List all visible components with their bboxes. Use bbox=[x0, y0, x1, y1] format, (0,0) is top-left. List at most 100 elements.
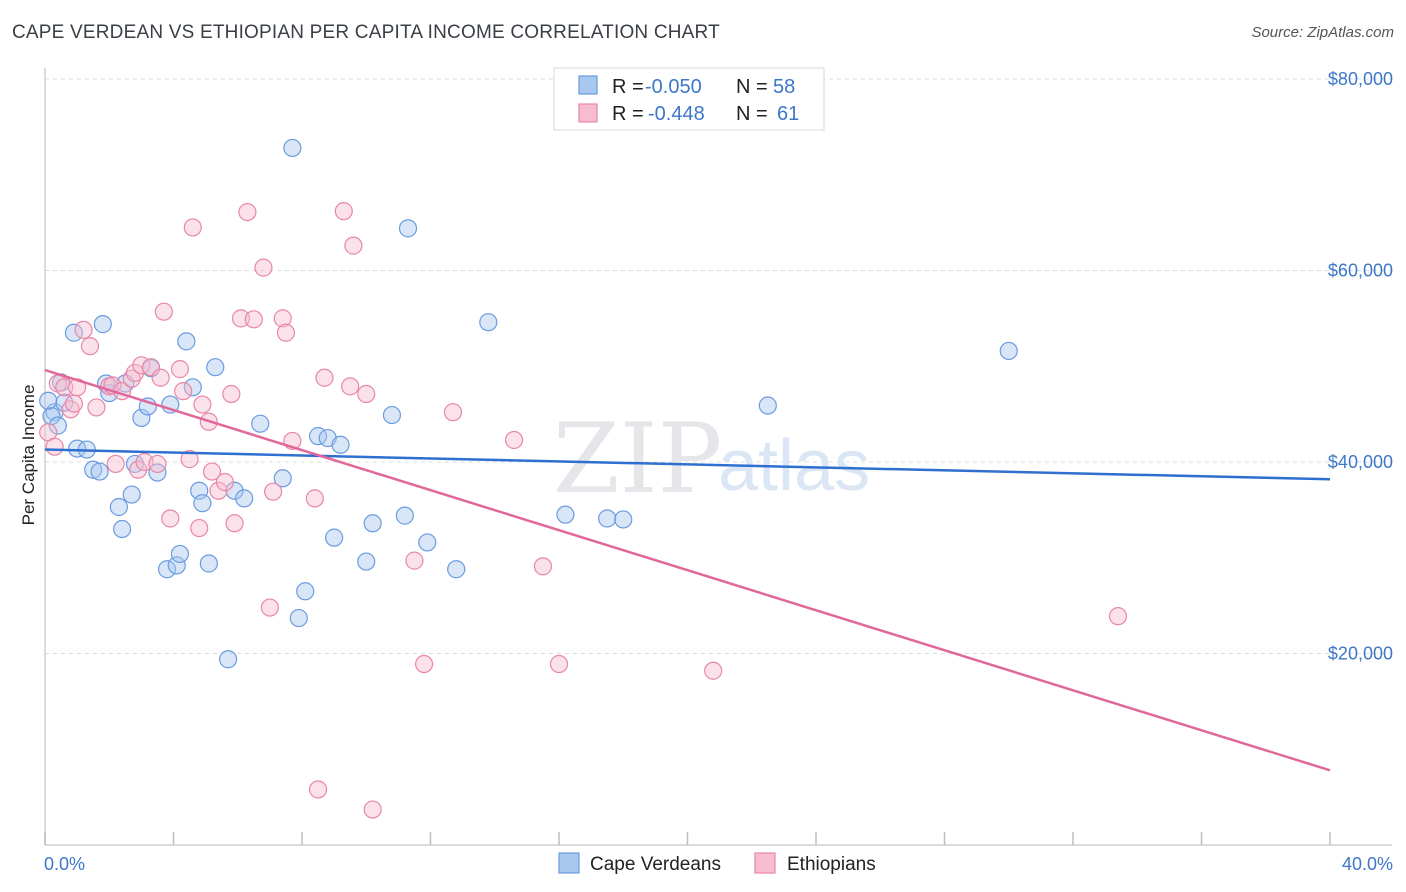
ethiopian-point bbox=[1108, 607, 1128, 626]
legend-r-value-2: -0.448 bbox=[648, 103, 705, 125]
y-tick-label: $80,000 bbox=[1328, 69, 1393, 89]
watermark: ZIP atlas bbox=[553, 403, 870, 515]
ethiopian-point bbox=[334, 202, 353, 221]
x-tick-label-min: 0.0% bbox=[44, 854, 85, 874]
ethiopian-point bbox=[180, 450, 199, 469]
ethiopian-point bbox=[55, 378, 74, 397]
ethiopian-point bbox=[305, 489, 324, 508]
ethiopian-point bbox=[363, 800, 382, 819]
watermark-zip: ZIP bbox=[553, 403, 722, 515]
cape-verdean-point bbox=[289, 608, 308, 628]
cape-verdean-point bbox=[357, 552, 376, 571]
cape-verdean-point bbox=[758, 396, 777, 415]
ethiopian-point bbox=[504, 430, 524, 450]
cape-verdean-trend-line bbox=[44, 448, 1331, 481]
ethiopian-point bbox=[154, 302, 173, 321]
ethiopian-point bbox=[161, 509, 180, 528]
legend-n-label-1: N = bbox=[736, 76, 768, 98]
legend-n-label-2: N = bbox=[736, 103, 768, 125]
cape-verdean-point bbox=[39, 391, 58, 410]
ethiopian-point bbox=[276, 323, 296, 342]
legend-n-value-1: 58 bbox=[773, 76, 795, 98]
ethiopian-point bbox=[45, 437, 64, 456]
x-tick-label-max: 40.0% bbox=[1342, 854, 1393, 874]
cape-verdean-point bbox=[235, 489, 254, 508]
cape-verdean-point bbox=[55, 393, 74, 412]
cape-verdean-point bbox=[395, 506, 414, 525]
ethiopian-point bbox=[170, 360, 190, 379]
ethiopian-point bbox=[443, 403, 463, 422]
ethiopian-point bbox=[122, 369, 141, 388]
ethiopian-point bbox=[231, 309, 251, 328]
cape-verdean-point bbox=[193, 494, 212, 513]
cape-verdean-point bbox=[331, 435, 350, 454]
y-tick-label: $20,000 bbox=[1328, 644, 1393, 664]
ethiopian-point bbox=[225, 514, 244, 533]
ethiopian-point bbox=[405, 551, 424, 570]
cape-verdean-point bbox=[447, 560, 466, 579]
cape-verdean-point bbox=[93, 315, 112, 334]
trend-lines bbox=[44, 368, 1331, 772]
cape-verdean-point bbox=[167, 556, 186, 575]
ethiopian-point bbox=[222, 384, 241, 404]
cape-verdean-point bbox=[122, 485, 141, 504]
bottom-legend: Cape Verdeans Ethiopians bbox=[558, 852, 876, 875]
cape-verdean-point bbox=[84, 460, 103, 479]
cape-verdean-point bbox=[598, 509, 617, 528]
bottom-legend-label-ethiopians: Ethiopians bbox=[787, 854, 876, 875]
ethiopian-point bbox=[61, 400, 80, 419]
cape-verdean-point bbox=[479, 313, 498, 332]
cape-verdean-point bbox=[418, 533, 437, 552]
cape-verdean-point bbox=[109, 497, 128, 517]
ethiopian-point bbox=[273, 309, 292, 328]
cape-verdean-point bbox=[206, 358, 225, 377]
ethiopian-point bbox=[549, 654, 569, 674]
ethiopian-point bbox=[704, 661, 723, 680]
cape-verdean-point bbox=[157, 560, 177, 579]
cape-verdean-point bbox=[296, 582, 315, 601]
ethiopian-point bbox=[238, 202, 257, 222]
cape-verdean-point bbox=[614, 510, 633, 529]
axes bbox=[44, 68, 1392, 846]
cape-verdean-point bbox=[382, 405, 402, 425]
top-legend-box bbox=[553, 67, 825, 131]
data-points bbox=[39, 138, 1128, 819]
cape-verdean-point bbox=[219, 650, 238, 669]
ethiopian-point bbox=[148, 454, 167, 474]
ethiopian-point bbox=[344, 236, 363, 255]
cape-verdean-point bbox=[177, 332, 196, 351]
cape-verdean-point bbox=[398, 219, 418, 238]
ethiopian-point bbox=[254, 258, 273, 277]
cape-verdean-point bbox=[68, 439, 87, 458]
cape-verdean-point bbox=[199, 554, 218, 573]
y-tick-label: $40,000 bbox=[1328, 452, 1393, 472]
cape-verdean-point bbox=[999, 341, 1018, 361]
cape-verdean-point bbox=[183, 378, 202, 397]
ethiopian-trend-line bbox=[44, 368, 1331, 772]
legend-swatch-ethiopians bbox=[578, 103, 598, 123]
ethiopian-point bbox=[308, 780, 328, 799]
legend-swatch-cape-verdeans bbox=[578, 75, 598, 95]
ethiopian-point bbox=[414, 654, 434, 674]
ethiopian-point bbox=[533, 557, 553, 576]
cape-verdean-point bbox=[132, 408, 151, 428]
cape-verdean-point bbox=[48, 416, 67, 435]
bottom-legend-swatch-cape-verdeans bbox=[558, 852, 580, 874]
ethiopian-point bbox=[244, 310, 263, 329]
cape-verdean-point bbox=[363, 514, 382, 533]
ethiopian-point bbox=[183, 218, 202, 237]
bottom-legend-swatch-ethiopians bbox=[754, 852, 776, 874]
legend-n-value-2: 61 bbox=[777, 103, 799, 125]
ethiopian-point bbox=[87, 398, 106, 417]
cape-verdean-point bbox=[112, 519, 132, 539]
top-legend: R = -0.050 N = 58 R = -0.448 N = 61 bbox=[553, 67, 825, 131]
y-axis-label: Per Capita Income bbox=[19, 385, 38, 526]
ethiopian-point bbox=[202, 462, 222, 481]
cape-verdean-point bbox=[170, 544, 190, 564]
cape-verdean-point bbox=[273, 469, 292, 488]
cape-verdean-point bbox=[325, 528, 344, 547]
ethiopian-point bbox=[174, 382, 193, 401]
ethiopian-point bbox=[190, 518, 209, 538]
ethiopian-point bbox=[341, 377, 360, 396]
